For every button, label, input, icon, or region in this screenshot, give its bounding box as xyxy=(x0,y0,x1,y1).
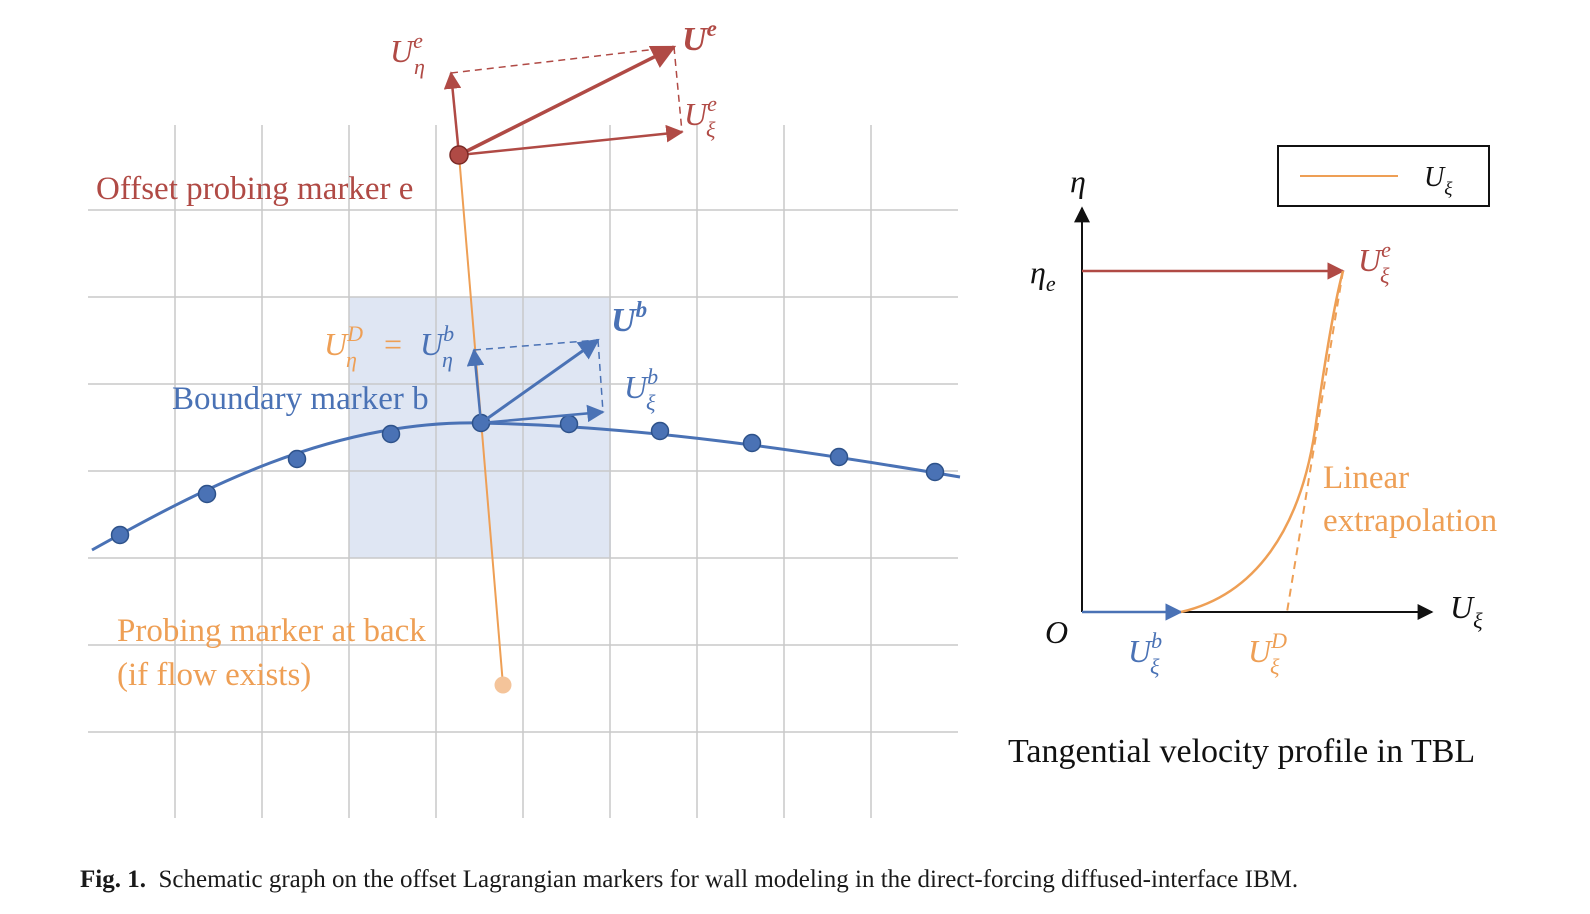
velocity-profile-curve xyxy=(1180,270,1345,614)
boundary-marker xyxy=(559,414,579,434)
ub-eta-arrow xyxy=(466,348,485,424)
offset-marker-label: Offset probing marker e xyxy=(96,171,413,207)
label-profile-ud-xi: UD ξ xyxy=(1248,628,1287,679)
ue-dashed-right xyxy=(673,46,683,133)
ub-xi-arrow xyxy=(480,404,605,425)
offset-probing-marker xyxy=(449,145,469,165)
ub-dashed-top xyxy=(473,339,599,351)
boundary-marker xyxy=(742,433,762,453)
x-axis-label: Uξ xyxy=(1450,589,1483,633)
eulerian-grid xyxy=(88,125,958,818)
boundary-marker xyxy=(197,484,217,504)
caption-label: Fig. 1. xyxy=(80,866,146,893)
ub-vectors xyxy=(466,338,605,425)
label-profile-ue-xi: Ue ξ xyxy=(1358,237,1391,288)
boundary-marker xyxy=(287,449,307,469)
eta-e-label: ηe xyxy=(1030,254,1056,296)
boundary-marker-label: Boundary marker b xyxy=(172,381,429,417)
ue-arrow xyxy=(458,45,677,157)
boundary-marker xyxy=(650,421,670,441)
ub-arrow xyxy=(480,338,600,425)
legend-label: Uξ xyxy=(1424,162,1453,200)
boundary-markers xyxy=(110,413,945,545)
linear-extrapolation-line xyxy=(1286,270,1344,613)
boundary-marker xyxy=(925,462,945,482)
label-profile-ub-xi: Ub ξ xyxy=(1128,628,1162,679)
label-ue-eta: Ue η xyxy=(390,28,425,79)
ue-eta-arrow xyxy=(443,71,462,156)
back-marker-label-line2: (if flow exists) xyxy=(117,657,311,693)
origin-label: O xyxy=(1045,614,1068,650)
extrapolation-label-line2: extrapolation xyxy=(1323,503,1497,539)
extrapolation-label-line1: Linear xyxy=(1323,460,1409,496)
label-ud-eta: UD η xyxy=(324,321,363,372)
label-ub-eta: Ub η xyxy=(420,321,454,372)
label-ub-xi: Ub ξ xyxy=(624,364,658,415)
ue-xi-arrow xyxy=(458,124,684,157)
boundary-marker xyxy=(829,447,849,467)
label-ue: Ue xyxy=(682,16,717,58)
figure-caption: Fig. 1. Schematic graph on the offset La… xyxy=(80,866,1560,894)
boundary-marker xyxy=(110,525,130,545)
boundary-marker xyxy=(381,424,401,444)
right-panel: Uξ η ηe O Uξ Ue ξ Ub ξ UD ξ xyxy=(1008,145,1497,770)
y-axis-label: η xyxy=(1070,163,1086,199)
label-ue-xi: Ue ξ xyxy=(684,91,717,142)
ue-dashed-top xyxy=(450,46,675,74)
ue-vectors xyxy=(443,45,684,157)
caption-text: Schematic graph on the offset Lagrangian… xyxy=(158,866,1299,893)
label-equals: = xyxy=(384,326,402,362)
label-ub: Ub xyxy=(611,297,647,339)
back-marker-label-line1: Probing marker at back xyxy=(117,613,426,649)
profile-title: Tangential velocity profile in TBL xyxy=(1008,733,1475,770)
back-probing-marker xyxy=(494,676,512,694)
left-panel: Ue η Ue Ue ξ Offset probing marker e Ub Ub… xyxy=(88,16,961,818)
